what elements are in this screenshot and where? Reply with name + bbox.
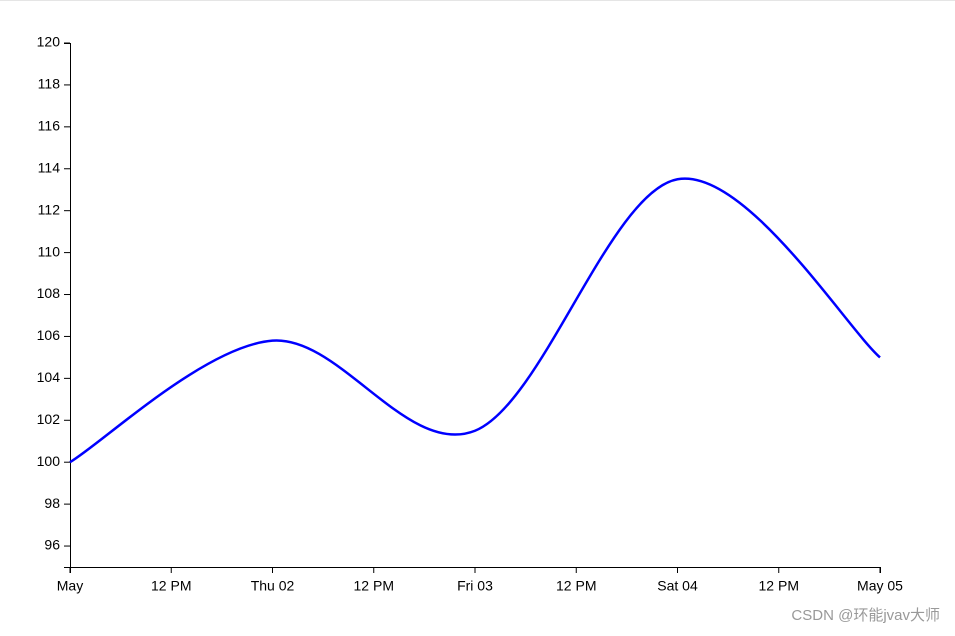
y-axis — [64, 43, 71, 568]
y-tick-label: 100 — [37, 453, 61, 469]
x-tick-label: 12 PM — [354, 578, 394, 594]
y-tick-label: 104 — [37, 369, 61, 385]
y-tick-label: 110 — [38, 243, 61, 259]
x-tick-label: Sat 04 — [657, 578, 698, 594]
x-tick-label: Fri 03 — [457, 578, 493, 594]
y-tick-label: 116 — [38, 118, 61, 134]
y-tick-label: 108 — [37, 285, 61, 301]
x-tick-label: 12 PM — [759, 578, 799, 594]
y-tick-label: 98 — [44, 495, 60, 511]
watermark: CSDN @环能jvav大师 — [791, 607, 940, 624]
y-tick-label: 114 — [38, 159, 61, 175]
y-tick-label: 120 — [37, 34, 61, 50]
x-tick-label: Thu 02 — [251, 578, 295, 594]
x-tick-label: 12 PM — [556, 578, 596, 594]
y-tick-label: 112 — [38, 201, 61, 217]
x-tick-label: May 05 — [857, 578, 903, 594]
y-tick-label: 118 — [38, 76, 61, 92]
y-tick-label: 102 — [37, 411, 61, 427]
y-tick-label: 106 — [37, 327, 61, 343]
x-tick-label: May — [57, 578, 83, 594]
line — [69, 177, 881, 464]
x-tick-label: 12 PM — [151, 578, 191, 594]
y-tick-label: 96 — [44, 537, 60, 553]
